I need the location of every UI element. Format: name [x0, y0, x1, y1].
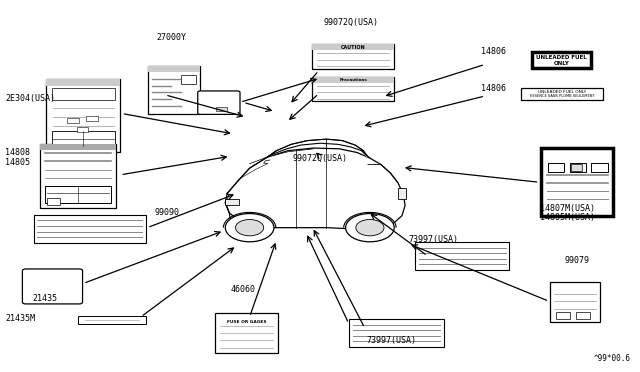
- Bar: [216, 107, 227, 111]
- Circle shape: [346, 214, 394, 242]
- Bar: [181, 75, 196, 84]
- Circle shape: [225, 214, 274, 242]
- Text: ESSENCE SANS PLOMB SEULEMENT: ESSENCE SANS PLOMB SEULEMENT: [530, 94, 594, 98]
- Bar: [67, 118, 79, 123]
- Text: 14808: 14808: [5, 148, 30, 157]
- Bar: [45, 186, 111, 203]
- Bar: [34, 215, 146, 243]
- Bar: [47, 79, 120, 152]
- Bar: [148, 66, 200, 72]
- Bar: [215, 313, 278, 353]
- Circle shape: [356, 219, 384, 236]
- Bar: [576, 312, 590, 319]
- FancyBboxPatch shape: [22, 269, 83, 304]
- Text: 73997(USA): 73997(USA): [366, 336, 416, 345]
- Bar: [312, 77, 394, 83]
- Bar: [312, 44, 394, 50]
- Bar: [312, 44, 394, 68]
- Polygon shape: [268, 139, 368, 157]
- Bar: [550, 282, 600, 322]
- Bar: [148, 66, 200, 114]
- FancyBboxPatch shape: [198, 91, 240, 114]
- Bar: [40, 144, 116, 208]
- Text: 14806: 14806: [481, 47, 506, 56]
- Text: 14807M(USA): 14807M(USA): [540, 204, 595, 213]
- Bar: [79, 316, 146, 324]
- Text: 46060: 46060: [230, 285, 255, 294]
- Circle shape: [236, 219, 264, 236]
- Bar: [415, 242, 509, 270]
- Bar: [398, 188, 406, 199]
- Bar: [521, 88, 603, 100]
- Bar: [77, 127, 88, 132]
- Bar: [47, 79, 120, 86]
- Text: 99079: 99079: [564, 256, 589, 265]
- Text: 14805M(USA): 14805M(USA): [540, 213, 595, 222]
- Text: 21435M: 21435M: [5, 314, 35, 323]
- Text: 14806: 14806: [481, 84, 506, 93]
- Bar: [532, 52, 591, 68]
- Bar: [541, 148, 613, 216]
- Text: 21435: 21435: [32, 294, 58, 303]
- Bar: [40, 144, 116, 150]
- Text: 99072Q(USA): 99072Q(USA): [292, 154, 348, 163]
- Text: ONLY: ONLY: [554, 61, 569, 66]
- Text: UNLEADED FUEL: UNLEADED FUEL: [536, 55, 587, 60]
- Bar: [591, 163, 608, 172]
- Bar: [312, 77, 394, 101]
- Text: 99072Q(USA): 99072Q(USA): [323, 18, 378, 27]
- Bar: [570, 163, 586, 172]
- Text: 14805: 14805: [5, 158, 30, 167]
- Text: 2E304(USA): 2E304(USA): [5, 94, 55, 103]
- Text: CAUTION: CAUTION: [341, 45, 365, 50]
- Bar: [52, 89, 115, 100]
- Bar: [52, 131, 115, 146]
- Bar: [349, 319, 444, 347]
- Bar: [548, 163, 564, 172]
- Text: 99090: 99090: [155, 208, 180, 217]
- Text: 27000Y: 27000Y: [157, 33, 186, 42]
- Text: 73997(USA): 73997(USA): [408, 235, 458, 244]
- Bar: [556, 312, 570, 319]
- Text: ^99*00.6: ^99*00.6: [593, 354, 630, 363]
- Bar: [47, 198, 60, 205]
- Bar: [571, 164, 582, 171]
- Text: Precautions: Precautions: [339, 78, 367, 82]
- Polygon shape: [225, 148, 405, 230]
- Bar: [86, 116, 98, 121]
- Bar: [225, 199, 239, 205]
- Text: UNLEADED FUEL ONLY: UNLEADED FUEL ONLY: [538, 90, 586, 93]
- Text: FUSE OR GAGES: FUSE OR GAGES: [227, 320, 266, 324]
